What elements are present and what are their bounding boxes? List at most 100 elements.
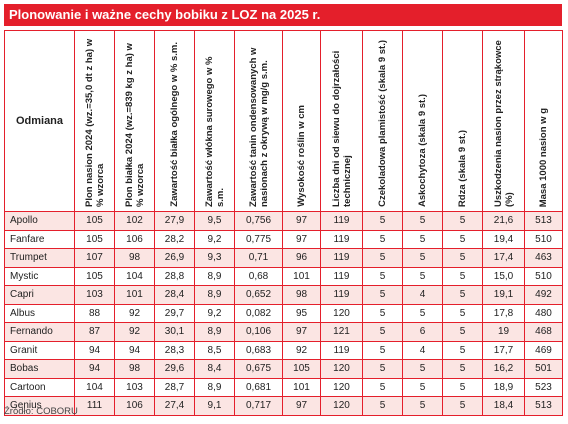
table-cell: 105 <box>74 266 115 286</box>
table-cell: 105 <box>74 229 115 249</box>
table-row: Apollo 105 102 27,9 9,5 0,756 97 119 5 5 5 21,6 513 <box>4 211 563 231</box>
table-cell: 17,7 <box>482 340 525 360</box>
table-cell: 5 <box>442 359 483 379</box>
table-cell: 88 <box>74 303 115 323</box>
column-header-variety: Odmiana <box>4 30 75 212</box>
table-cell: 469 <box>524 340 563 360</box>
variety-name-cell: Granit <box>4 340 75 360</box>
table-cell: 92 <box>282 340 321 360</box>
table-cell: 94 <box>114 340 155 360</box>
table-cell: 5 <box>442 229 483 249</box>
table-cell: 5 <box>362 285 403 305</box>
column-header-label: Plon nasion 2024 (wz.=35,0 dt z ha) w % … <box>83 38 106 207</box>
table-cell: 107 <box>74 248 115 268</box>
table-cell: 480 <box>524 303 563 323</box>
column-header: Zawartość białka ogólnego w % s.m. <box>154 30 195 212</box>
table-cell: 6 <box>402 322 443 342</box>
table-cell: 119 <box>320 340 363 360</box>
table-cell: 5 <box>402 211 443 231</box>
table-cell: 28,3 <box>154 340 195 360</box>
column-header-label: Czekoladowa plamistość (skala 9 st.) <box>377 40 388 207</box>
table-cell: 98 <box>114 248 155 268</box>
table-cell: 9,5 <box>194 211 235 231</box>
variety-name-cell: Fanfare <box>4 229 75 249</box>
column-header: Uszkodzenia nasion przez strąkowce (%) <box>482 30 525 212</box>
table-cell: 97 <box>282 396 321 416</box>
table-cell: 5 <box>442 248 483 268</box>
table-cell: 92 <box>114 303 155 323</box>
column-header-label: Masa 1000 nasion w g <box>538 107 549 207</box>
table-cell: 19,1 <box>482 285 525 305</box>
table-row: Trumpet 107 98 26,9 9,3 0,71 96 119 5 5 5 17,4 463 <box>4 248 563 268</box>
table-cell: 5 <box>362 322 403 342</box>
table-cell: 8,5 <box>194 340 235 360</box>
table-cell: 5 <box>402 359 443 379</box>
table-cell: 30,1 <box>154 322 195 342</box>
table-cell: 18,4 <box>482 396 525 416</box>
table-cell: 5 <box>362 248 403 268</box>
column-header: Liczba dni od siewu do dojrzałości techn… <box>320 30 363 212</box>
column-header-label: Zawartość włókna surowego w % s.m. <box>203 56 226 207</box>
table-cell: 87 <box>74 322 115 342</box>
table-cell: 5 <box>402 396 443 416</box>
table-cell: 5 <box>442 396 483 416</box>
source-note: Źródło: COBORU <box>4 406 78 417</box>
table-cell: 103 <box>74 285 115 305</box>
table-cell: 5 <box>362 211 403 231</box>
table-cell: 0,756 <box>234 211 283 231</box>
table-row: Albus 88 92 29,7 9,2 0,082 95 120 5 5 5 17,8 480 <box>4 303 563 323</box>
column-header-label: Rdza (skala 9 st.) <box>457 129 468 207</box>
table-row: Granit 94 94 28,3 8,5 0,683 92 119 5 4 5 17,7 469 <box>4 340 563 360</box>
table-cell: 5 <box>402 229 443 249</box>
variety-name-cell: Trumpet <box>4 248 75 268</box>
table-cell: 28,2 <box>154 229 195 249</box>
variety-name-cell: Apollo <box>4 211 75 231</box>
table-cell: 27,4 <box>154 396 195 416</box>
table-cell: 98 <box>282 285 321 305</box>
table-cell: 17,8 <box>482 303 525 323</box>
variety-name-cell: Cartoon <box>4 377 75 397</box>
column-header: Masa 1000 nasion w g <box>524 30 563 212</box>
table-cell: 92 <box>114 322 155 342</box>
table-cell: 5 <box>362 266 403 286</box>
table-cell: 28,7 <box>154 377 195 397</box>
table-cell: 513 <box>524 396 563 416</box>
column-header-label: Zawartość białka ogólnego w % s.m. <box>169 42 180 207</box>
table-cell: 21,6 <box>482 211 525 231</box>
table-cell: 5 <box>402 303 443 323</box>
table-cell: 9,1 <box>194 396 235 416</box>
table-cell: 96 <box>282 248 321 268</box>
table-cell: 119 <box>320 211 363 231</box>
column-header: Czekoladowa plamistość (skala 9 st.) <box>362 30 403 212</box>
table-cell: 101 <box>114 285 155 305</box>
table-cell: 28,8 <box>154 266 195 286</box>
table-cell: 0,683 <box>234 340 283 360</box>
table-cell: 29,6 <box>154 359 195 379</box>
table-cell: 95 <box>282 303 321 323</box>
table-cell: 101 <box>282 266 321 286</box>
table-cell: 19 <box>482 322 525 342</box>
column-header: Plon białka 2024 (wz.=839 kg z ha) w % w… <box>114 30 155 212</box>
table-cell: 501 <box>524 359 563 379</box>
table-cell: 513 <box>524 211 563 231</box>
table-cell: 120 <box>320 303 363 323</box>
table-cell: 103 <box>114 377 155 397</box>
table-cell: 0,681 <box>234 377 283 397</box>
table-cell: 0,652 <box>234 285 283 305</box>
table-row: Capri 103 101 28,4 8,9 0,652 98 119 5 4 5 19,1 492 <box>4 285 563 305</box>
table-cell: 94 <box>74 340 115 360</box>
table-body: Apollo 105 102 27,9 9,5 0,756 97 119 5 5 5 21,6 513 F… <box>4 211 563 416</box>
table-cell: 5 <box>362 359 403 379</box>
table-cell: 5 <box>442 285 483 305</box>
variety-name-cell: Capri <box>4 285 75 305</box>
column-header-label: Liczba dni od siewu do dojrzałości techn… <box>330 50 353 207</box>
table-cell: 4 <box>402 285 443 305</box>
table-cell: 15,0 <box>482 266 525 286</box>
table-cell: 492 <box>524 285 563 305</box>
column-header-label: Uszkodzenia nasion przez strąkowce (%) <box>492 40 515 207</box>
table-cell: 102 <box>114 211 155 231</box>
table-cell: 9,3 <box>194 248 235 268</box>
table-cell: 9,2 <box>194 229 235 249</box>
table-cell: 5 <box>442 266 483 286</box>
table-cell: 5 <box>402 248 443 268</box>
